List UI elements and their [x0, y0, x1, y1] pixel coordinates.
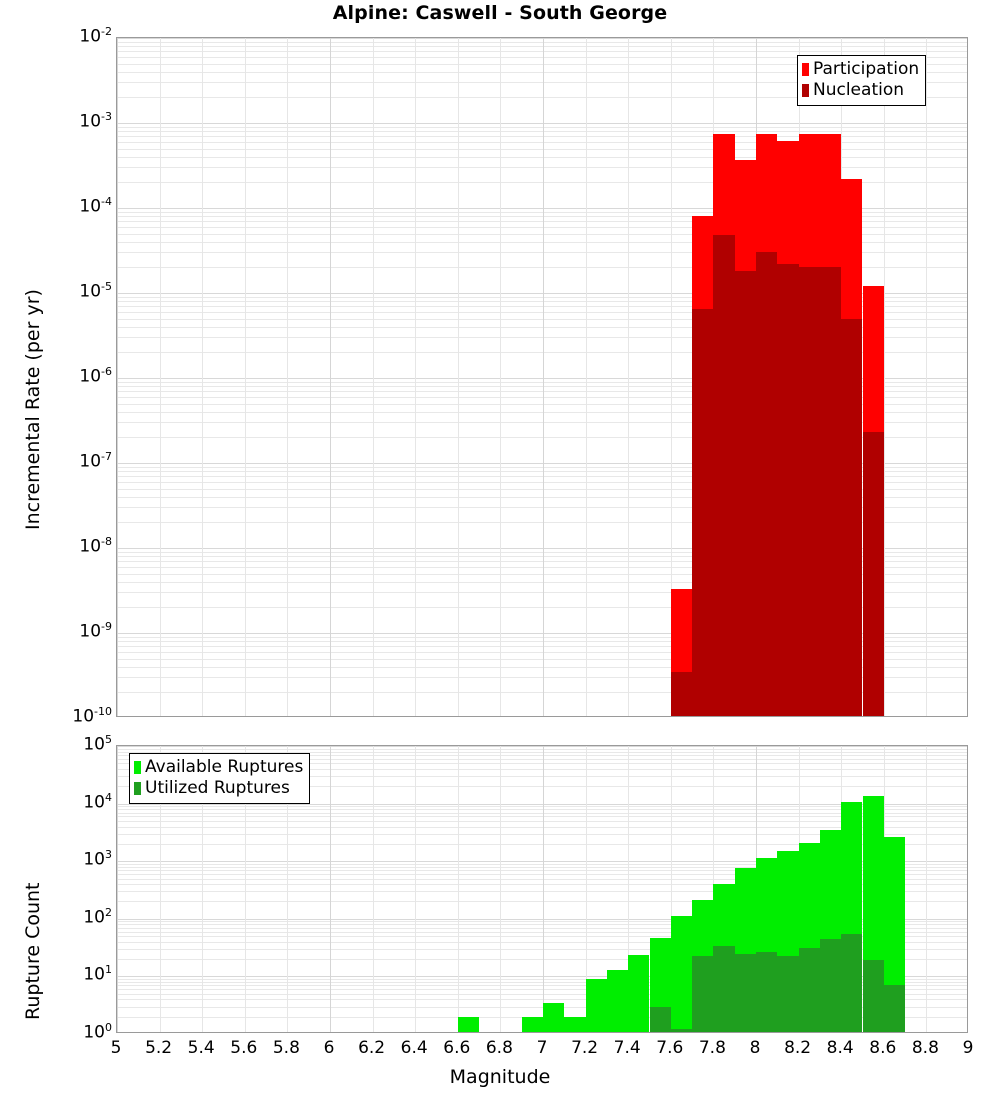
bar-available-ruptures — [585, 979, 607, 1032]
bar-available-ruptures — [628, 954, 650, 1032]
bar-utilized-ruptures — [713, 945, 735, 1032]
incremental-rate-plot — [116, 37, 968, 717]
x-tick: 7.6 — [656, 1038, 684, 1058]
bar-available-ruptures — [457, 1016, 480, 1032]
top-y-tick: 10-9 — [79, 620, 112, 642]
legend-label-available-ruptures: Available Ruptures — [145, 757, 304, 777]
x-tick: 6.4 — [400, 1038, 428, 1058]
bottom-y-axis-title: Rupture Count — [22, 882, 44, 1021]
legend-label-utilized-ruptures: Utilized Ruptures — [145, 778, 290, 798]
x-tick: 5.8 — [272, 1038, 300, 1058]
legend-item-nucleation: Nucleation — [802, 80, 919, 101]
participation-swatch-icon — [802, 63, 809, 76]
top-plot-bars — [117, 38, 967, 716]
x-tick: 8.2 — [784, 1038, 812, 1058]
bar-utilized-ruptures — [670, 1029, 693, 1032]
x-tick: 7.8 — [698, 1038, 726, 1058]
top-y-tick: 10-10 — [72, 705, 112, 727]
top-y-tick: 10-7 — [79, 450, 112, 472]
legend-label-participation: Participation — [813, 59, 920, 79]
bar-nucleation — [713, 235, 735, 716]
rupture-count-plot — [116, 745, 968, 1033]
page-title: Alpine: Caswell - South George — [332, 2, 668, 24]
bar-available-ruptures — [564, 1016, 586, 1032]
top-y-tick: 10-6 — [79, 365, 112, 387]
bottom-y-tick: 105 — [83, 733, 112, 755]
bottom-plot-bars — [117, 746, 967, 1032]
x-tick: 7 — [536, 1038, 548, 1058]
x-tick: 7.4 — [613, 1038, 641, 1058]
bar-nucleation — [734, 271, 756, 716]
top-y-tick: 10-4 — [79, 195, 112, 217]
x-tick: 7.2 — [571, 1038, 599, 1058]
bottom-y-tick: 102 — [83, 905, 112, 928]
bar-nucleation — [819, 267, 842, 716]
bar-available-ruptures — [543, 1002, 565, 1032]
x-tick: 8.8 — [911, 1038, 939, 1058]
bar-utilized-ruptures — [692, 955, 714, 1032]
top-y-tick: 10-8 — [79, 535, 112, 557]
bar-nucleation — [777, 263, 799, 716]
utilized-ruptures-swatch-icon — [134, 782, 141, 795]
x-tick: 6 — [323, 1038, 335, 1058]
x-axis-title: Magnitude — [449, 1066, 551, 1088]
nucleation-swatch-icon — [802, 84, 809, 97]
bar-utilized-ruptures — [883, 985, 906, 1032]
x-tick: 8.6 — [869, 1038, 897, 1058]
bottom-y-tick: 101 — [83, 963, 112, 986]
bottom-y-tick: 103 — [83, 848, 112, 870]
bar-nucleation — [670, 671, 693, 716]
top-y-tick: 10-2 — [79, 25, 112, 47]
x-tick: 9 — [962, 1038, 974, 1058]
bottom-y-tick: 100 — [83, 1021, 112, 1043]
top-y-tick: 10-3 — [79, 110, 112, 132]
bar-available-ruptures — [883, 837, 906, 1032]
bar-available-ruptures — [521, 1016, 543, 1032]
bar-utilized-ruptures — [798, 948, 820, 1032]
bar-nucleation — [756, 252, 778, 716]
bottom-y-tick: 104 — [83, 790, 112, 813]
bar-utilized-ruptures — [734, 953, 756, 1032]
top-legend: Participation Nucleation — [797, 55, 927, 106]
bar-nucleation — [692, 308, 714, 716]
bar-utilized-ruptures — [756, 951, 778, 1032]
available-ruptures-swatch-icon — [134, 761, 141, 774]
bar-utilized-ruptures — [862, 960, 884, 1032]
x-tick: 5 — [110, 1038, 122, 1058]
bar-available-ruptures — [670, 916, 693, 1032]
bar-nucleation — [862, 432, 884, 716]
bar-nucleation — [798, 267, 820, 716]
bar-utilized-ruptures — [841, 934, 863, 1032]
top-y-tick: 10-5 — [79, 280, 112, 302]
x-tick: 8 — [749, 1038, 761, 1058]
x-tick: 5.4 — [187, 1038, 215, 1058]
top-plot-gridlines — [117, 38, 967, 716]
x-tick: 6.8 — [485, 1038, 513, 1058]
bar-nucleation — [841, 318, 863, 716]
legend-item-available-ruptures: Available Ruptures — [134, 757, 303, 778]
x-tick: 6.2 — [358, 1038, 386, 1058]
x-tick: 5.2 — [145, 1038, 173, 1058]
bar-available-ruptures — [606, 969, 629, 1032]
x-tick: 5.6 — [230, 1038, 258, 1058]
bottom-legend: Available Ruptures Utilized Ruptures — [129, 753, 311, 804]
legend-label-nucleation: Nucleation — [813, 80, 905, 100]
bar-utilized-ruptures — [777, 955, 799, 1032]
bar-utilized-ruptures — [819, 939, 842, 1032]
x-tick: 8.4 — [826, 1038, 854, 1058]
x-tick: 6.6 — [443, 1038, 471, 1058]
top-y-axis-title: Incremental Rate (per yr) — [22, 289, 44, 530]
bar-utilized-ruptures — [649, 1006, 671, 1032]
legend-item-participation: Participation — [802, 59, 919, 80]
legend-item-utilized-ruptures: Utilized Ruptures — [134, 778, 303, 799]
